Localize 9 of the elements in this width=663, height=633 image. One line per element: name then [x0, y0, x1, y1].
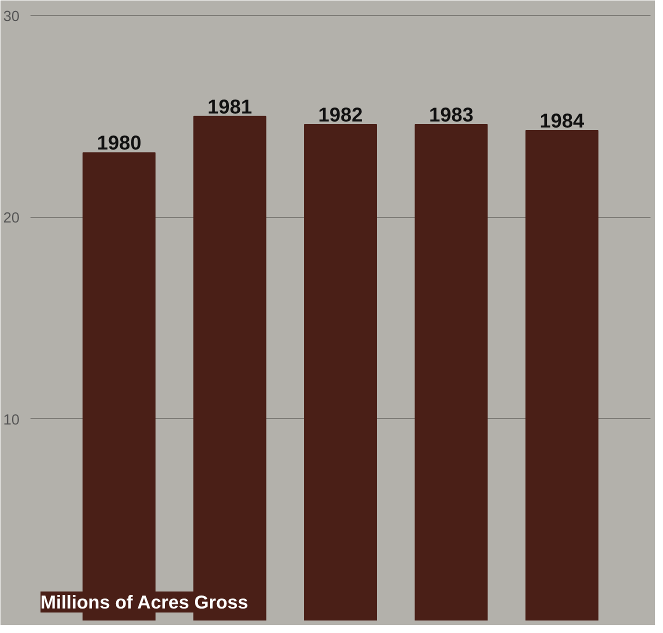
y-tick-label: 30 [3, 9, 20, 26]
x-tick-label: 1980 [96, 132, 142, 155]
y-tick-label: 20 [3, 210, 20, 227]
x-tick-label: 1981 [208, 96, 252, 118]
y-tick-label: 10 [3, 412, 20, 428]
x-tick-label: 1983 [428, 104, 474, 126]
x-tick-label: 1984 [540, 110, 586, 133]
y-axis-title: Millions of Acres Gross [40, 592, 248, 612]
x-tick-label: 1982 [318, 104, 363, 126]
